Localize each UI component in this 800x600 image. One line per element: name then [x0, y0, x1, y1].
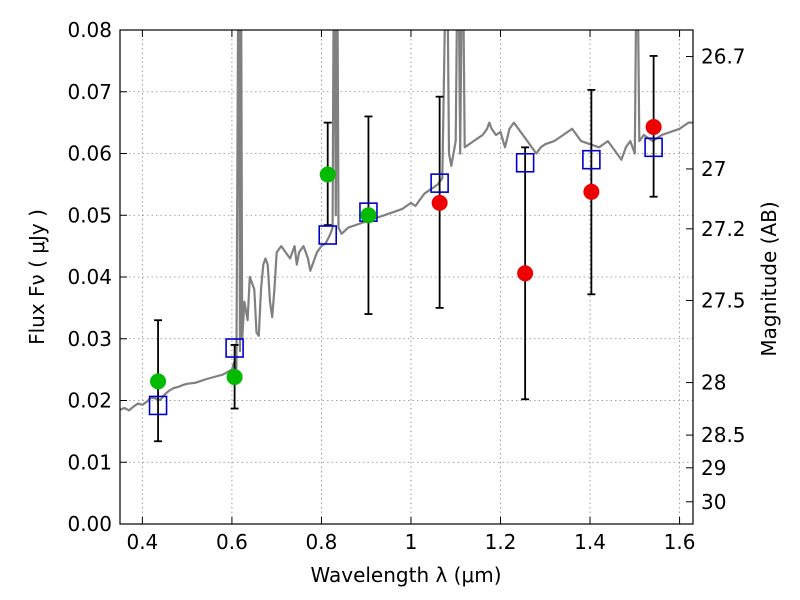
model-photometry-square	[582, 149, 601, 170]
y-axis-title-right: Magnitude (AB)	[757, 201, 781, 356]
model-photometry-square	[148, 395, 168, 416]
model-photometry-square	[318, 225, 338, 245]
y-tick-label: 0.04	[67, 265, 112, 289]
y-tick-label: 0.02	[67, 389, 112, 413]
observed-point-red	[583, 183, 600, 200]
x-tick-label: 0.6	[216, 530, 248, 554]
y-tick-label: 0.03	[67, 327, 112, 351]
model-photometry-square	[430, 173, 449, 193]
x-axis-title: Wavelength λ (μm)	[310, 563, 501, 587]
model-photometry-square	[515, 152, 535, 173]
y-tick-label: 0.01	[67, 450, 112, 474]
model-photometry-layer	[148, 137, 663, 416]
observed-point-red	[645, 118, 662, 135]
right-tick-label: 28	[701, 371, 726, 395]
axis-ticks	[120, 29, 693, 525]
y-axis-title-left: Flux Fν ( μJy )	[25, 209, 49, 345]
observed-point-green	[319, 166, 336, 183]
x-tick-label: 1.6	[664, 530, 696, 554]
observed-point-green	[150, 373, 167, 390]
y-tick-label: 0.07	[67, 80, 112, 104]
right-tick-label: 27	[701, 157, 726, 181]
y-tick-label: 0.06	[67, 142, 112, 166]
right-tick-label: 26.7	[701, 45, 746, 69]
observed-point-green	[360, 207, 377, 224]
x-tick-label: 0.8	[306, 530, 338, 554]
y-tick-label: 0.08	[67, 18, 112, 42]
model-photometry-square	[644, 137, 663, 158]
x-tick-label: 0.4	[126, 530, 158, 554]
observed-points-layer	[150, 118, 662, 390]
x-tick-label: 1.4	[574, 530, 606, 554]
observed-point-green	[226, 369, 243, 386]
x-tick-label: 1.2	[485, 530, 517, 554]
right-tick-label: 29	[701, 456, 726, 480]
tick-labels: 0.4 0.6 0.8 1 1.2 1.4 1.6 0.00 0.01 0.02 0.03 0.04 0…	[67, 18, 745, 554]
right-tick-label: 27.5	[701, 288, 746, 312]
right-tick-label: 27.2	[701, 217, 746, 241]
right-tick-label: 30	[701, 490, 726, 514]
observed-point-red	[517, 265, 534, 282]
y-tick-label: 0.00	[67, 512, 112, 536]
observed-point-red	[431, 194, 448, 211]
right-tick-label: 28.5	[701, 423, 746, 447]
model-photometry-square	[225, 338, 244, 358]
y-tick-label: 0.05	[67, 203, 112, 227]
x-tick-label: 1	[405, 530, 418, 554]
